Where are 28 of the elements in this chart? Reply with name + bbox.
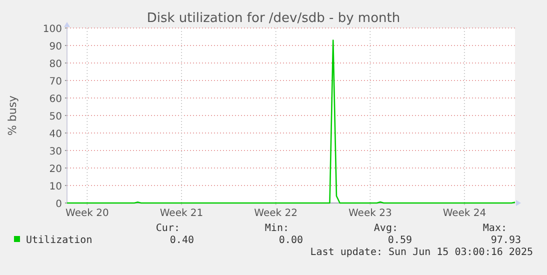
legend-label: Utilization [26, 235, 92, 246]
chart-title: Disk utilization for /dev/sdb - by month [146, 11, 400, 26]
text: Avg: [374, 223, 398, 234]
text: 0.40 [170, 235, 194, 246]
y-tick-label: 0 [56, 199, 62, 210]
x-tick-label: Week 20 [66, 208, 109, 219]
y-tick-label: 30 [49, 146, 62, 158]
text: Min: [264, 223, 289, 234]
text: Cur: [156, 223, 180, 234]
y-tick-label: 70 [49, 76, 62, 88]
y-axis-title: % busy [6, 94, 19, 136]
y-tick-label: 10 [49, 182, 62, 192]
y-tick-label: 90 [49, 42, 62, 52]
text: 0.00 [278, 235, 303, 246]
x-tick-label: Week 24 [442, 208, 486, 219]
y-tick-label: 80 [49, 59, 62, 70]
text: Max: [482, 223, 507, 234]
y-tick-label: 50 [49, 112, 62, 122]
y-tick-label: 60 [49, 94, 62, 105]
y-tick-label: 40 [49, 129, 62, 140]
text: 97.93 [490, 235, 521, 246]
x-tick-label: Week 22 [254, 208, 298, 219]
y-tick-label: 20 [49, 164, 62, 175]
text: 0.59 [388, 235, 412, 246]
x-tick-label: Week 21 [160, 208, 204, 219]
x-tick-label: Week 23 [348, 208, 392, 219]
y-tick-label: 100 [42, 24, 62, 35]
text: Last update: Sun Jun 15 03:00:16 2025 [310, 247, 533, 258]
